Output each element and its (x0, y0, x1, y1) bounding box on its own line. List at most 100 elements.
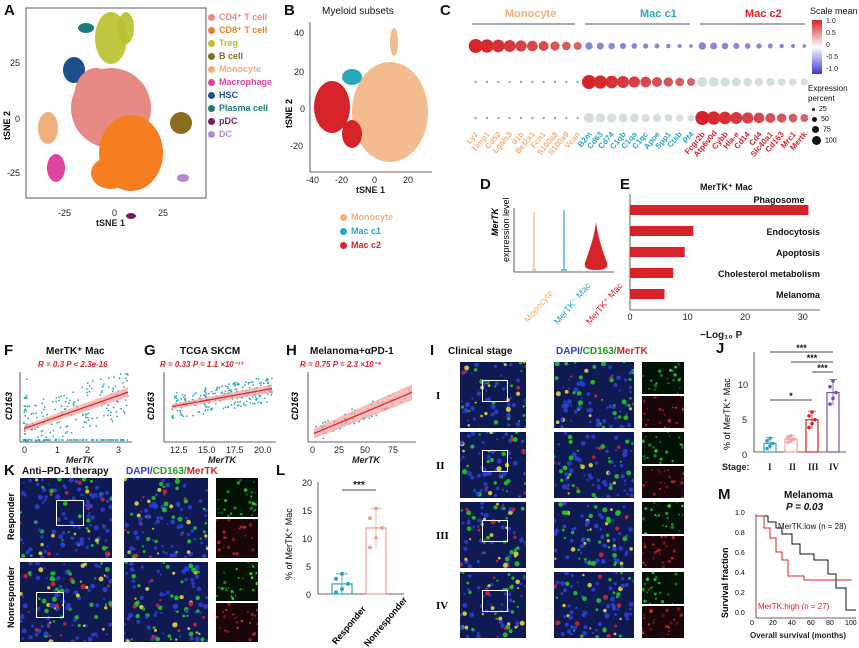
texture-dot (622, 448, 628, 454)
texture-dot (47, 624, 50, 628)
texture-dot (51, 596, 57, 602)
scatter-point (315, 425, 317, 428)
scatter-point (75, 418, 78, 421)
texture-dot (598, 512, 602, 517)
texture-dot (661, 560, 665, 565)
texture-dot (105, 633, 108, 636)
panel-a-legend-text: HSC (219, 90, 239, 100)
texture-dot (461, 370, 466, 375)
texture-dot (486, 459, 490, 464)
panel-m-ytick: 0.0 (735, 610, 745, 617)
dotplot-dot (492, 39, 505, 53)
texture-dot (151, 634, 156, 639)
panel-a-ytick-2: 0 (15, 114, 21, 124)
texture-dot (466, 434, 471, 438)
texture-dot (77, 487, 82, 492)
dotplot-dot (593, 75, 607, 89)
texture-dot (50, 571, 55, 576)
scatter-point (100, 378, 102, 381)
texture-dot (658, 552, 661, 555)
texture-dot (142, 495, 145, 499)
scatter-point (232, 383, 235, 385)
scatter-point (358, 420, 361, 423)
panel-a-legend-item: pDC (208, 116, 238, 126)
texture-dot (661, 613, 665, 618)
scatter-point (258, 382, 261, 385)
texture-dot (667, 625, 670, 629)
data-point (786, 435, 790, 440)
dotplot-dot (687, 114, 695, 122)
panel-g-xlabel: MerTK (208, 455, 237, 465)
texture-dot (470, 372, 473, 375)
dotplot-dot (576, 116, 579, 120)
texture-dot (649, 609, 653, 613)
dotplot-dot (468, 39, 483, 53)
texture-dot (523, 540, 526, 545)
texture-dot (616, 493, 620, 497)
dotplot-dot (519, 80, 523, 84)
texture-dot (93, 525, 99, 531)
texture-dot (509, 396, 513, 400)
texture-dot (614, 624, 618, 628)
texture-dot (156, 516, 160, 520)
texture-dot (205, 489, 208, 492)
texture-dot (252, 565, 255, 568)
texture-dot (223, 508, 226, 511)
texture-dot (100, 491, 105, 496)
texture-dot (642, 399, 646, 403)
texture-dot (250, 495, 253, 498)
panel-i-zoom-III (554, 502, 634, 568)
panel-c-label: C (440, 2, 451, 19)
texture-dot (169, 553, 174, 558)
scatter-point (68, 439, 71, 441)
texture-dot (554, 557, 557, 560)
texture-dot (193, 622, 197, 627)
texture-dot (560, 581, 565, 586)
panel-a-legend-item: HSC (208, 90, 238, 100)
texture-dot (216, 595, 219, 598)
texture-dot (562, 603, 566, 608)
texture-dot (90, 505, 94, 508)
texture-dot (138, 521, 143, 525)
texture-dot (496, 502, 499, 506)
scatter-point (86, 391, 88, 394)
scatter-point (212, 392, 215, 395)
texture-dot (88, 512, 91, 515)
texture-dot (588, 401, 592, 405)
texture-dot (570, 573, 574, 577)
texture-dot (594, 505, 598, 509)
texture-dot (236, 639, 240, 642)
panel-a-legend-text: CD4⁺ T cell (219, 12, 268, 22)
texture-dot (506, 417, 511, 421)
texture-dot (156, 552, 159, 555)
texture-dot (132, 604, 137, 609)
texture-dot (495, 486, 500, 491)
texture-dot (651, 586, 653, 588)
texture-dot (43, 566, 46, 570)
texture-dot (674, 480, 676, 482)
scatter-point (90, 387, 93, 390)
dotplot-dot (753, 112, 765, 124)
texture-dot (61, 512, 66, 516)
texture-dot (591, 434, 596, 439)
texture-dot (485, 432, 489, 434)
texture-dot (576, 489, 581, 494)
scatter-point (251, 396, 254, 398)
texture-dot (682, 514, 684, 517)
scatter-point (192, 414, 195, 417)
texture-dot (461, 455, 465, 459)
panel-h-title: Melanoma+αPD-1 (310, 346, 394, 357)
texture-dot (666, 516, 669, 520)
texture-dot (100, 507, 105, 512)
texture-dot (659, 373, 663, 378)
scatter-point (242, 402, 245, 405)
texture-dot (516, 385, 521, 390)
data-point (789, 434, 793, 438)
texture-dot (522, 576, 526, 580)
panel-b-ytick-3: 0 (300, 104, 306, 114)
scatter-point (40, 434, 43, 437)
texture-dot (82, 624, 86, 627)
texture-dot (85, 499, 90, 504)
texture-dot (124, 622, 127, 626)
texture-dot (235, 594, 237, 596)
